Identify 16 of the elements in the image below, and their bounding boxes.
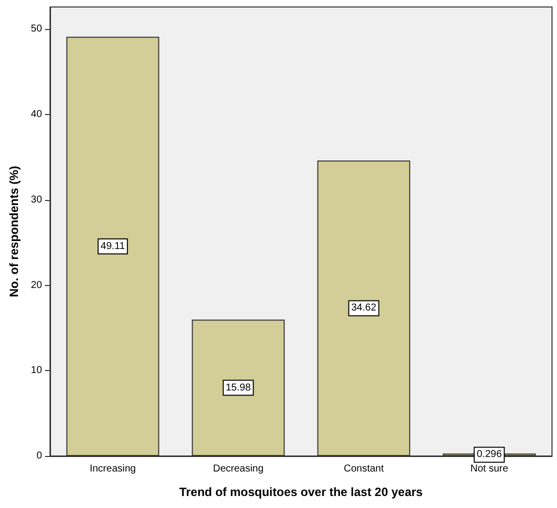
x-tick-label: Not sure: [470, 464, 509, 474]
y-tick-label: 50: [30, 24, 42, 35]
data-label: 0.296: [476, 449, 502, 460]
data-label: 49.11: [100, 240, 126, 252]
x-axis-title: Trend of mosquitoes over the last 20 years: [179, 485, 424, 499]
x-tick-label: Constant: [344, 464, 384, 474]
y-axis-title: No. of respondents (%): [7, 166, 21, 298]
data-label: 15.98: [226, 382, 252, 394]
y-tick-label: 10: [30, 365, 42, 376]
y-tick-label: 30: [30, 194, 42, 206]
y-tick-label: 20: [30, 280, 42, 291]
data-label: 34.62: [351, 302, 377, 314]
x-tick-label: Increasing: [90, 464, 136, 474]
y-tick-label: 0: [36, 450, 42, 462]
y-tick-label: 40: [30, 109, 42, 120]
x-tick-label: Decreasing: [212, 464, 264, 474]
